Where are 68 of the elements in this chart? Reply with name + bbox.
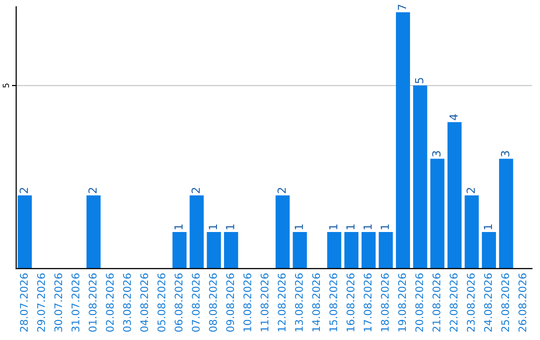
x-tick-label: 12.08.2026: [278, 273, 286, 332]
data-label: 2: [88, 188, 97, 194]
data-label: 1: [484, 224, 492, 230]
x-tick-label: 31.07.2026: [72, 273, 80, 332]
data-label: 1: [226, 224, 234, 230]
data-label: 7: [398, 4, 406, 10]
x-tick-label: 06.08.2026: [174, 273, 183, 332]
bar: [172, 232, 187, 269]
data-label: 1: [174, 224, 183, 230]
x-tick-label: 20.08.2026: [415, 273, 424, 332]
data-label: 1: [294, 224, 303, 230]
data-label: 3: [500, 151, 510, 156]
x-tick-label: 07.08.2026: [192, 273, 200, 332]
bar: [499, 158, 514, 269]
x-tick-label: 01.08.2026: [88, 273, 97, 332]
x-tick-label: 22.08.2026: [450, 273, 458, 332]
x-tick-label: 17.08.2026: [364, 273, 372, 332]
bar: [447, 122, 462, 269]
bar: [482, 232, 496, 269]
x-tick-label: 28.07.2026: [20, 273, 28, 332]
x-tick-label: 10.08.2026: [243, 273, 252, 332]
bar: [86, 195, 101, 269]
x-tick-label: 26.08.2026: [518, 273, 526, 332]
bar: [344, 232, 358, 269]
bar: [396, 12, 410, 269]
data-label: 3: [432, 151, 441, 156]
data-label: 5: [415, 78, 424, 84]
bar: [327, 232, 342, 269]
data-label: 1: [364, 224, 372, 230]
bar: [190, 195, 204, 269]
data-label: 1: [346, 224, 354, 230]
x-tick-label: 13.08.2026: [294, 273, 303, 332]
x-tick-label: 05.08.2026: [157, 273, 166, 332]
x-tick-label: 19.08.2026: [398, 273, 406, 332]
data-label: 2: [20, 188, 28, 194]
bar: [430, 158, 444, 269]
x-tick-label: 24.08.2026: [484, 273, 492, 332]
x-tick-label: 02.08.2026: [106, 273, 114, 332]
bar: [224, 232, 238, 269]
x-tick-label: 14.08.2026: [312, 273, 320, 332]
data-label: 1: [208, 224, 217, 230]
bar: [413, 86, 428, 269]
bar: [378, 232, 393, 269]
x-tick-label: 11.08.2026: [260, 273, 268, 332]
x-tick-label: 04.08.2026: [140, 273, 148, 332]
bar: [18, 195, 32, 269]
bar: [362, 232, 376, 269]
x-tick-label: 15.08.2026: [329, 273, 338, 332]
bar: [464, 195, 479, 269]
x-tick-label: 23.08.2026: [466, 273, 475, 332]
x-tick-label: 30.07.2026: [54, 273, 62, 332]
x-tick-label: 03.08.2026: [123, 273, 131, 332]
data-label: 1: [380, 224, 389, 230]
data-label: 2: [192, 188, 200, 194]
bar: [206, 232, 221, 269]
x-tick-label: 21.08.2026: [432, 273, 440, 332]
bar: [292, 232, 307, 269]
x-tick-label: 09.08.2026: [226, 273, 234, 332]
x-tick-label: 25.08.2026: [501, 273, 510, 332]
data-label: 2: [277, 188, 286, 194]
x-tick-label: 16.08.2026: [346, 273, 354, 332]
data-label: 4: [450, 114, 458, 120]
x-tick-label: 08.08.2026: [209, 273, 217, 332]
x-tick-label: 18.08.2026: [380, 273, 389, 332]
data-label: 2: [466, 188, 475, 194]
data-label: 1: [329, 224, 338, 230]
bar: [276, 195, 290, 269]
x-tick-label: 29.07.2026: [37, 273, 46, 332]
